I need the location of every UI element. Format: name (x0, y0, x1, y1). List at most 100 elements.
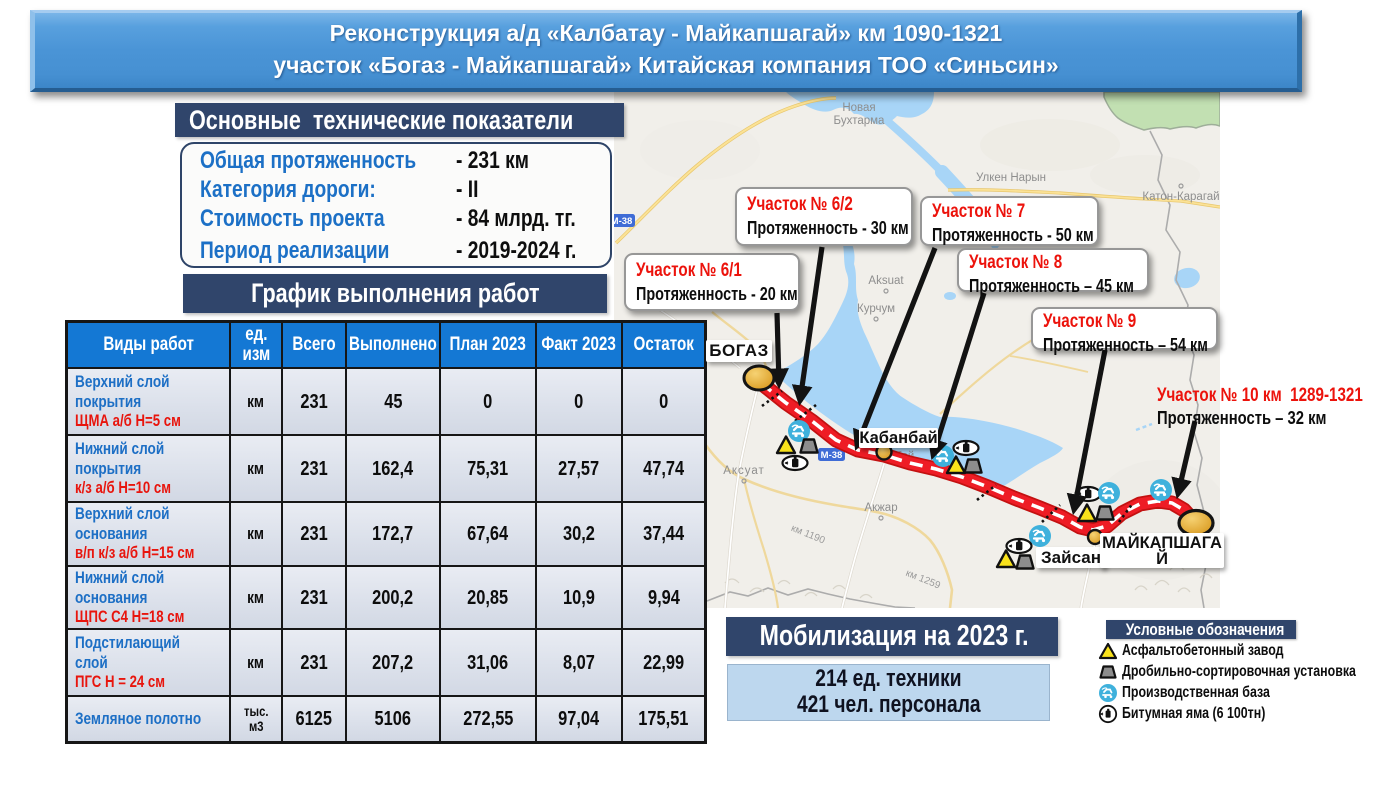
town-dot (741, 478, 747, 484)
table-rows-1-total-text: 231 (300, 456, 328, 480)
map-callouts-4-length-text: Протяженность – 54 км (1043, 335, 1208, 355)
table-headers-2-text: Всего (292, 334, 336, 355)
table-headers-6-text: Остаток (633, 334, 694, 355)
mobilization-box: 214 ед. техники 421 чел. персонала (727, 664, 1050, 721)
callout-section-9: Участок № 9 Протяженность – 54 км (1031, 307, 1218, 355)
unit-cell: км (231, 630, 283, 697)
town-aksuat: Аксуат (723, 465, 765, 477)
map-callouts-3-title-text: Участок № 8 (969, 252, 1063, 273)
indicators-rows-2-label-text: Стоимость проекта (200, 205, 385, 232)
banner-line2: участок «Богаз - Майкапшагай» Китайская … (273, 52, 1059, 78)
legend-items-1-label-text: Дробильно-сортировочная установка (1122, 662, 1356, 680)
maikapshagai-marker (1177, 508, 1215, 538)
mobilization-equipment: 214 ед. техники (728, 666, 1049, 692)
callout-section-10-title: Участок № 10 км 1289-1321 (1157, 385, 1400, 407)
table-rows-5-total-text: 6125 (295, 707, 333, 730)
mobilization-line1-text: 214 ед. техники (815, 665, 962, 692)
table-rows-5-rest-text: 175,51 (638, 707, 689, 730)
unit-cell: км (231, 503, 283, 567)
indicators-rows-0-value-text: - 231 км (456, 147, 529, 174)
total-cell: 231 (283, 436, 347, 503)
asphalt-plant-icon (1094, 642, 1122, 660)
bitumen-pit-icon (1094, 704, 1122, 724)
bogaz-label: БОГАЗ (706, 340, 772, 362)
production-base-icon (1027, 523, 1053, 549)
fact-cell: 27,57 (537, 436, 623, 503)
table-rows-4-spec-text: ПГС Н = 24 см (75, 672, 166, 691)
total-cell: 231 (283, 630, 347, 697)
m38-shield: М-38 М-38 (614, 214, 845, 461)
table-rows-3-spec-text: ЩПС С4 Н=18 см (75, 607, 185, 626)
crushing-plant-icon (1015, 554, 1035, 570)
svg-text:М-38: М-38 (614, 216, 632, 227)
callout-section-8: Участок № 8 Протяженность – 45 км (957, 248, 1149, 296)
table-headers-0-text: Виды работ (103, 334, 194, 355)
svg-text:М-38: М-38 (821, 450, 843, 461)
work-schedule-table: Виды работ ед. изм Всего Выполнено План … (65, 320, 707, 744)
rest-cell: 22,99 (623, 630, 704, 697)
table-rows-2-spec-text: в/п к/з а/б Н=15 см (75, 544, 195, 563)
table-rows-4-unit-text: км (247, 652, 265, 672)
work-name-cell: Нижний слой основания ЩПС С4 Н=18 см (68, 567, 231, 630)
fact-cell: 10,9 (537, 567, 623, 630)
work-name-cell: Земляное полотно (68, 697, 231, 741)
table-rows-0-spec-text: ЩМА а/б Н=5 см (75, 411, 181, 430)
plan-cell: 20,85 (441, 567, 537, 630)
table-rows-5-unit-text: тыс. м3 (243, 703, 269, 734)
indicators-rows-1-value-text: - II (456, 176, 479, 203)
total-cell: 231 (283, 567, 347, 630)
arrow-section-9 (1066, 349, 1108, 516)
bitumen-pit-icon (1005, 537, 1033, 555)
indicator-row: Стоимость проекта - 84 млрд. тг. (182, 204, 610, 233)
rest-cell: 37,44 (623, 503, 704, 567)
table-rows-0-done-text: 45 (383, 389, 403, 413)
table-rows-0-rest-text: 0 (658, 389, 669, 413)
col-header: План 2023 (441, 323, 537, 369)
total-cell: 231 (283, 369, 347, 436)
town-dot (1178, 183, 1184, 189)
rest-cell: 175,51 (623, 697, 704, 741)
table-rows-4-done-text: 207,2 (372, 650, 414, 674)
indicators-rows-3-label-text: Период реализации (200, 237, 390, 264)
route-map: Новая Бухтарма Улкен Нарын Катон-Карагай… (614, 92, 1220, 608)
table-rows-2-rest-text: 37,44 (642, 522, 685, 545)
fact-cell: 97,04 (537, 697, 623, 741)
mobilization-title: Мобилизация на 2023 г. (726, 617, 1058, 656)
legend-items-3-label-text: Битумная яма (6 100тн) (1122, 704, 1266, 722)
production-base-icon (1096, 480, 1122, 506)
indicator-row: Период реализации - 2019-2024 г. (182, 236, 610, 265)
table-rows-4-name-text: Подстилающий слой (75, 632, 180, 672)
indicators-rows-2-value-text: - 84 млрд. тг. (456, 205, 576, 232)
arrow-section-6-1 (768, 312, 789, 390)
col-header: Остаток (623, 323, 704, 369)
table-rows-1-plan-text: 75,31 (467, 456, 509, 480)
zaisan-label: Зайсан (1036, 547, 1106, 568)
town-akzhar: Акжар (864, 502, 897, 514)
legend-title-text: Условные обозначения (1125, 620, 1285, 639)
table-rows-3-plan-text: 20,85 (467, 585, 509, 609)
town-dot (883, 288, 889, 294)
table-headers-1-text: ед. изм (242, 324, 270, 365)
arrow-section-7 (853, 247, 938, 451)
table-rows-5-name-text: Земляное полотно (75, 709, 202, 728)
table-rows-2-plan-text: 67,64 (467, 522, 509, 545)
unit-cell: км (231, 567, 283, 630)
table-rows-3-unit-text: км (247, 587, 265, 607)
town-katon-karagay: Катон-Карагай (1142, 191, 1219, 203)
town-ulken-naryn: Улкен Нарын (976, 172, 1046, 184)
map-callouts-0-length-text: Протяженность - 20 км (636, 284, 798, 304)
col-header: Факт 2023 (537, 323, 623, 369)
indicator-row: Общая протяженность - 231 км (182, 146, 610, 175)
indicator-row: Категория дороги: - II (182, 175, 610, 204)
map-callouts-5-length-text: Протяженность – 32 км (1157, 407, 1327, 428)
table-rows-0-plan-text: 0 (483, 389, 493, 413)
mobilization-line2-text: 421 чел. персонала (796, 691, 981, 718)
done-cell: 200,2 (347, 567, 441, 630)
col-header: ед. изм (231, 323, 283, 369)
schedule-title-text: График выполнения работ (250, 278, 540, 308)
table-rows-3-total-text: 231 (300, 585, 328, 609)
callout-section-6-1: Участок № 6/1 Протяженность - 20 км (624, 253, 800, 311)
map-callouts-2-length-text: Протяженность - 50 км (932, 225, 1094, 245)
indicators-rows-1-label-text: Категория дороги: (200, 176, 376, 203)
